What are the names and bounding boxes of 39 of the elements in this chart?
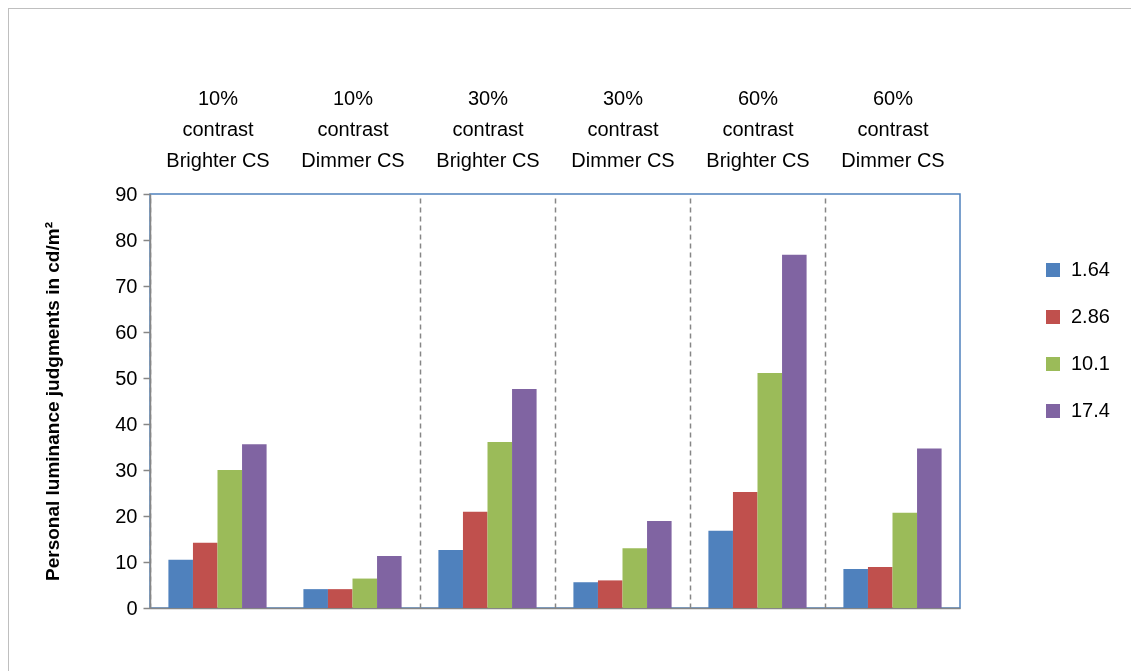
x-tick-label: 10% contrast Brighter CS <box>166 86 270 171</box>
bar <box>377 556 402 608</box>
bar <box>757 372 783 608</box>
bar <box>647 521 672 608</box>
y-tick-label: 80 <box>115 228 138 251</box>
bar <box>487 441 513 608</box>
bar <box>192 542 218 608</box>
legend-label: 10.1 <box>1071 352 1110 374</box>
bar <box>462 511 488 608</box>
y-tick-label: 20 <box>115 504 138 527</box>
x-tick-label: 10% contrast Dimmer CS <box>301 86 405 171</box>
bar <box>622 548 648 608</box>
bar <box>782 254 807 608</box>
bar <box>327 589 353 608</box>
bar <box>917 448 942 608</box>
legend-label: 2.86 <box>1071 305 1110 327</box>
y-tick-label: 50 <box>115 366 138 389</box>
y-tick-label: 90 <box>115 182 138 205</box>
bar <box>352 578 378 608</box>
bar <box>242 444 267 608</box>
x-tick-label: 30% contrast Dimmer CS <box>571 86 675 171</box>
bar <box>217 470 243 608</box>
y-tick-label: 30 <box>115 458 138 481</box>
bar <box>892 512 918 608</box>
y-tick-label: 70 <box>115 274 138 297</box>
y-tick-label: 60 <box>115 320 138 343</box>
y-axis-title: Personal luminance judgments in cd/m² <box>42 222 64 581</box>
legend-label: 1.64 <box>1071 258 1110 280</box>
bar <box>512 389 537 608</box>
x-tick-label: 30% contrast Brighter CS <box>436 86 540 171</box>
bar <box>732 492 758 608</box>
x-tick-label: 60% contrast Dimmer CS <box>841 86 945 171</box>
bar <box>867 567 893 608</box>
y-tick-label: 0 <box>126 596 138 619</box>
y-tick-label: 40 <box>115 412 138 435</box>
bar <box>597 580 623 608</box>
legend-label: 17.4 <box>1071 399 1110 421</box>
x-tick-label: 60% contrast Brighter CS <box>706 86 810 171</box>
y-tick-label: 10 <box>115 550 138 573</box>
